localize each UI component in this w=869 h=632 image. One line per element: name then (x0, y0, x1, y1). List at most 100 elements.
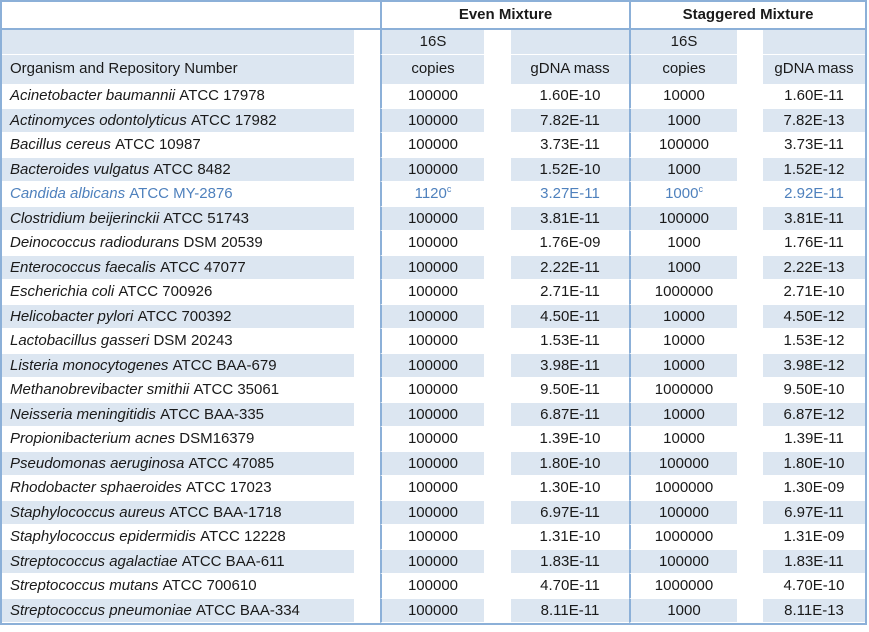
even-16s-copies-cell: 100000 (380, 500, 484, 525)
repository-number: DSM 20539 (183, 234, 263, 251)
even-16s-header: 16S (380, 30, 484, 55)
staggered-16s-copies-cell: 1000000 (629, 280, 737, 305)
even-gdna-mass-cell: 6.87E-11 (511, 402, 629, 427)
repository-number: ATCC MY-2876 (129, 185, 233, 202)
spacer-cell (484, 353, 511, 378)
organism-cell: Acinetobacter baumannii ATCC 17978 (2, 84, 354, 109)
even-gdna-mass-cell: 1.76E-09 (511, 231, 629, 256)
repository-number: ATCC 47077 (160, 258, 246, 276)
spacer-cell (737, 304, 763, 329)
spacer-cell (737, 476, 763, 501)
repository-number: ATCC 10987 (115, 136, 201, 153)
staggered-16s-copies-cell: 1000000 (629, 476, 737, 501)
table-row: Streptococcus mutans ATCC 700610 100000 4… (2, 574, 865, 599)
subheader-row-16s: 16S 16S (2, 30, 865, 55)
repository-number: ATCC 700926 (118, 283, 213, 300)
spacer-cell (484, 30, 511, 55)
staggered-gdna-mass-cell: 9.50E-10 (763, 378, 865, 403)
staggered-16s-copies-cell: 1000 (629, 108, 737, 133)
even-gdna-mass-cell: 4.70E-11 (511, 574, 629, 599)
staggered-16s-copies-cell: 1000 (629, 598, 737, 623)
table-row: Bacillus cereus ATCC 10987 100000 3.73E-1… (2, 133, 865, 158)
even-16s-copies-cell: 100000 (380, 525, 484, 550)
spacer-cell (484, 108, 511, 133)
repository-number: DSM 20243 (153, 332, 233, 349)
table-row: Deinococcus radiodurans DSM 20539 100000 … (2, 231, 865, 256)
spacer-cell (737, 157, 763, 182)
table-row: Pseudomonas aeruginosa ATCC 47085 100000 … (2, 451, 865, 476)
even-16s-copies-cell: 100000 (380, 598, 484, 623)
repository-number: ATCC 8482 (153, 160, 231, 178)
species-name: Actinomyces odontolyticus (10, 111, 187, 129)
repository-number: ATCC 17023 (185, 479, 272, 496)
staggered-gdna-mass-cell: 1.53E-12 (763, 329, 865, 354)
staggered-gdna-mass-cell: 7.82E-13 (763, 108, 865, 133)
spacer-cell (354, 157, 380, 182)
table-row: Lactobacillus gasseri DSM 20243 100000 1.… (2, 329, 865, 354)
spacer-cell (354, 427, 380, 452)
spacer-cell (737, 402, 763, 427)
spacer-cell (484, 157, 511, 182)
species-name: Streptococcus pneumoniae (10, 601, 192, 619)
organism-cell: Clostridium beijerinckii ATCC 51743 (2, 206, 354, 231)
spacer-cell (484, 304, 511, 329)
table-row: Streptococcus agalactiae ATCC BAA-611 100… (2, 549, 865, 574)
staggered-gdna-mass-cell: 1.83E-11 (763, 549, 865, 574)
staggered-mixture-group-header: Staggered Mixture (629, 2, 865, 28)
organism-cell: Staphylococcus epidermidis ATCC 12228 (2, 525, 354, 550)
table-row: Rhodobacter sphaeroides ATCC 17023 100000… (2, 476, 865, 501)
even-gdna-mass-cell: 2.22E-11 (511, 255, 629, 280)
even-16s-copies-cell: 1120c (380, 182, 484, 207)
even-gdna-mass-cell: 1.53E-11 (511, 329, 629, 354)
staggered-16s-header: 16S (629, 30, 737, 55)
spacer-cell (484, 500, 511, 525)
table-row: Helicobacter pylori ATCC 700392 100000 4.… (2, 304, 865, 329)
spacer-cell (737, 55, 763, 84)
spacer-cell (354, 329, 380, 354)
even-gdna-mass-cell: 1.31E-10 (511, 525, 629, 550)
repository-number: ATCC 47085 (188, 454, 275, 472)
spacer-cell (354, 525, 380, 550)
table-row: Streptococcus pneumoniae ATCC BAA-334 100… (2, 598, 865, 623)
table-row: Staphylococcus aureus ATCC BAA-1718 10000… (2, 500, 865, 525)
organism-cell: Neisseria meningitidis ATCC BAA-335 (2, 402, 354, 427)
organism-cell: Streptococcus agalactiae ATCC BAA-611 (2, 549, 354, 574)
staggered-16s-copies-cell: 10000 (629, 402, 737, 427)
table-row: Propionibacterium acnes DSM16379 100000 1… (2, 427, 865, 452)
staggered-gdna-mass-cell: 1.76E-11 (763, 231, 865, 256)
spacer-cell (354, 55, 380, 84)
even-gdna-mass-cell: 1.30E-10 (511, 476, 629, 501)
even-gdna-mass-cell: 3.98E-11 (511, 353, 629, 378)
group-header-row: Even Mixture Staggered Mixture (2, 2, 865, 30)
table-row: Methanobrevibacter smithii ATCC 35061 100… (2, 378, 865, 403)
repository-number: ATCC BAA-1718 (169, 503, 282, 521)
spacer-cell (354, 500, 380, 525)
staggered-gdna-mass-cell: 2.22E-13 (763, 255, 865, 280)
even-gdna-mass-header: gDNA mass (511, 55, 629, 84)
even-16s-copies-cell: 100000 (380, 108, 484, 133)
repository-number: ATCC BAA-334 (195, 601, 300, 619)
species-name: Deinococcus radiodurans (10, 234, 180, 251)
staggered-16s-copies-cell: 10000 (629, 427, 737, 452)
table-row: Escherichia coli ATCC 700926 100000 2.71E… (2, 280, 865, 305)
organism-cell: Staphylococcus aureus ATCC BAA-1718 (2, 500, 354, 525)
spacer-cell (484, 231, 511, 256)
even-copies-header: copies (380, 55, 484, 84)
spacer-cell (737, 598, 763, 623)
organism-cell: Listeria monocytogenes ATCC BAA-679 (2, 353, 354, 378)
table-row: Bacteroides vulgatus ATCC 8482 100000 1.5… (2, 157, 865, 182)
table-row: Acinetobacter baumannii ATCC 17978 100000… (2, 84, 865, 109)
even-16s-copies-cell: 100000 (380, 133, 484, 158)
spacer-cell (737, 378, 763, 403)
species-name: Methanobrevibacter smithii (10, 381, 190, 398)
species-name: Staphylococcus aureus (10, 503, 166, 521)
staggered-gdna-mass-cell: 3.73E-11 (763, 133, 865, 158)
staggered-gdna-mass-cell: 2.71E-10 (763, 280, 865, 305)
species-name: Streptococcus mutans (10, 577, 159, 594)
species-name: Neisseria meningitidis (10, 405, 156, 423)
subheader-row-labels: Organism and Repository Number copies gD… (2, 55, 865, 84)
organism-cell: Methanobrevibacter smithii ATCC 35061 (2, 378, 354, 403)
staggered-gdna-mass-cell: 4.70E-10 (763, 574, 865, 599)
repository-number: ATCC BAA-679 (172, 356, 277, 374)
even-gdna-mass-cell: 2.71E-11 (511, 280, 629, 305)
